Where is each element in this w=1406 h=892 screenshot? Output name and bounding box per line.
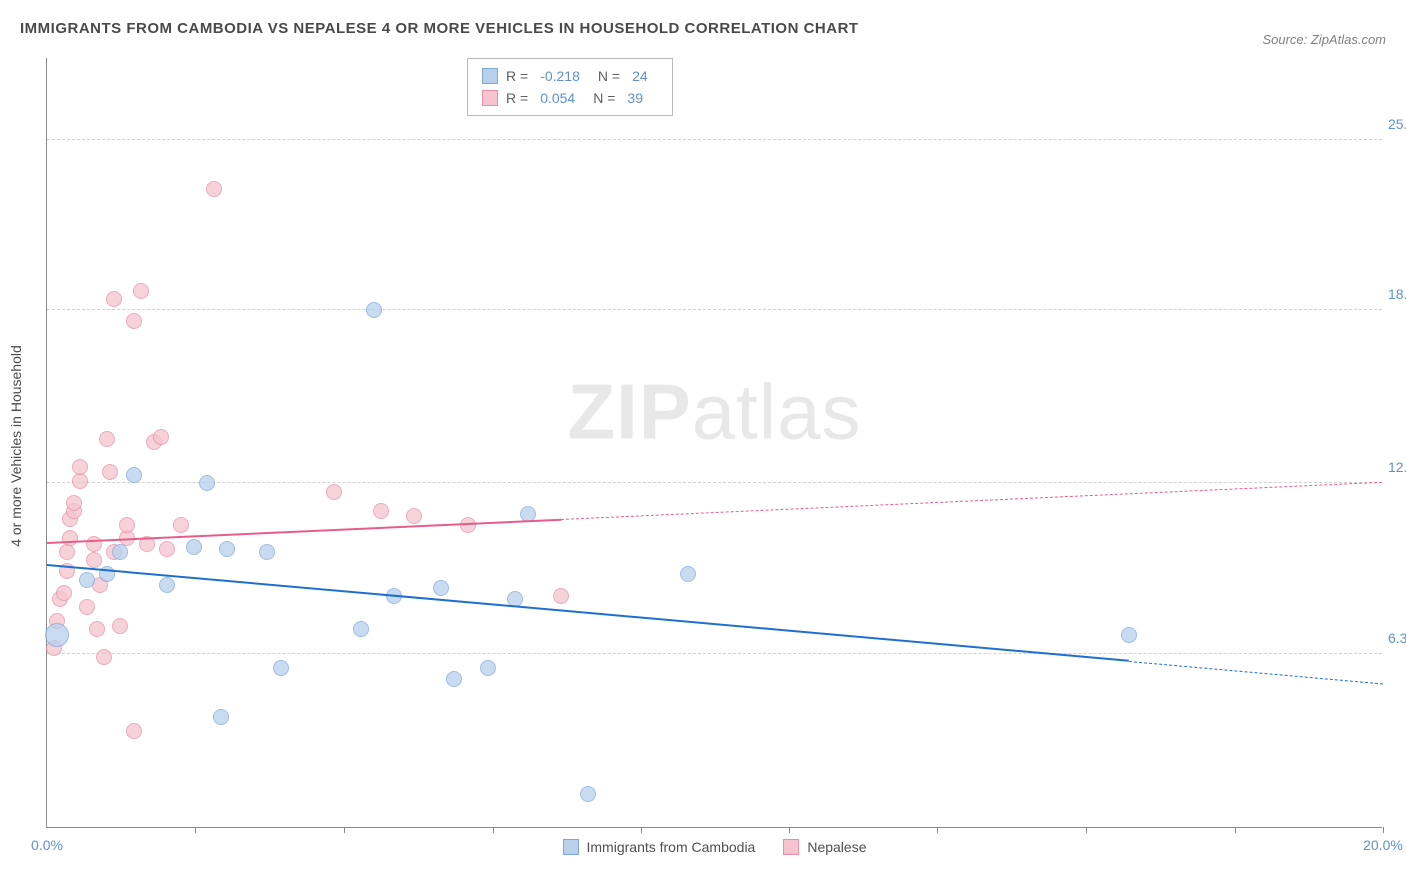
swatch-icon [783,839,799,855]
data-point-nepalese [373,503,389,519]
correlation-box: R = -0.218 N = 24 R = 0.054 N = 39 [467,58,673,116]
data-point-cambodia [213,709,229,725]
data-point-nepalese [66,495,82,511]
data-point-cambodia [1121,627,1137,643]
y-tick-label: 18.8% [1388,286,1406,302]
gridline [47,139,1382,140]
correlation-row: R = 0.054 N = 39 [482,87,658,109]
data-point-cambodia [680,566,696,582]
x-tick [344,827,345,833]
x-tick [937,827,938,833]
source-attribution: Source: ZipAtlas.com [1262,32,1386,47]
data-point-cambodia [126,467,142,483]
data-point-nepalese [553,588,569,604]
gridline [47,482,1382,483]
data-point-cambodia [159,577,175,593]
chart-legend: Immigrants from Cambodia Nepalese [563,839,867,855]
x-tick [789,827,790,833]
n-label: N = [598,68,620,84]
data-point-nepalese [59,544,75,560]
data-point-cambodia [433,580,449,596]
data-point-nepalese [173,517,189,533]
gridline [47,309,1382,310]
data-point-cambodia [353,621,369,637]
x-tick-label: 20.0% [1363,837,1403,853]
r-label: R = [506,90,528,106]
y-tick-label: 25.0% [1388,116,1406,132]
data-point-cambodia [79,572,95,588]
data-point-cambodia [446,671,462,687]
r-label: R = [506,68,528,84]
x-tick [1383,827,1384,833]
data-point-nepalese [119,517,135,533]
legend-item: Immigrants from Cambodia [563,839,756,855]
trend-line [561,482,1383,520]
swatch-icon [482,68,498,84]
data-point-nepalese [89,621,105,637]
data-point-nepalese [406,508,422,524]
data-point-nepalese [96,649,112,665]
data-point-nepalese [206,181,222,197]
data-point-nepalese [106,291,122,307]
y-tick-label: 6.3% [1388,630,1406,646]
r-value: -0.218 [540,68,580,84]
x-tick [195,827,196,833]
data-point-nepalese [86,552,102,568]
x-tick [1235,827,1236,833]
data-point-cambodia [366,302,382,318]
data-point-nepalese [99,431,115,447]
data-point-nepalese [62,530,78,546]
legend-item: Nepalese [783,839,866,855]
data-point-nepalese [153,429,169,445]
data-point-nepalese [72,459,88,475]
data-point-cambodia [580,786,596,802]
x-tick-label: 0.0% [31,837,63,853]
data-point-cambodia [45,623,69,647]
trend-line [1129,661,1383,684]
data-point-cambodia [112,544,128,560]
swatch-icon [482,90,498,106]
data-point-nepalese [126,723,142,739]
n-label: N = [593,90,615,106]
correlation-row: R = -0.218 N = 24 [482,65,658,87]
data-point-nepalese [102,464,118,480]
x-tick [1086,827,1087,833]
data-point-nepalese [56,585,72,601]
data-point-nepalese [86,536,102,552]
data-point-nepalese [326,484,342,500]
data-point-cambodia [186,539,202,555]
chart-title: IMMIGRANTS FROM CAMBODIA VS NEPALESE 4 O… [20,20,859,37]
x-tick [493,827,494,833]
x-tick [641,827,642,833]
y-tick-label: 12.5% [1388,459,1406,475]
data-point-cambodia [219,541,235,557]
data-point-nepalese [159,541,175,557]
legend-label: Nepalese [807,839,866,855]
gridline [47,653,1382,654]
data-point-cambodia [199,475,215,491]
y-axis-label: 4 or more Vehicles in Household [8,345,24,547]
data-point-nepalese [79,599,95,615]
data-point-cambodia [259,544,275,560]
data-point-nepalese [112,618,128,634]
trend-line [47,564,1129,662]
legend-label: Immigrants from Cambodia [587,839,756,855]
n-value: 24 [632,68,648,84]
data-point-nepalese [133,283,149,299]
data-point-nepalese [126,313,142,329]
watermark: ZIPatlas [567,366,861,457]
n-value: 39 [627,90,643,106]
r-value: 0.054 [540,90,575,106]
swatch-icon [563,839,579,855]
data-point-cambodia [273,660,289,676]
data-point-cambodia [480,660,496,676]
scatter-chart: ZIPatlas 6.3%12.5%18.8%25.0%0.0%20.0%R =… [46,58,1382,828]
data-point-nepalese [72,473,88,489]
